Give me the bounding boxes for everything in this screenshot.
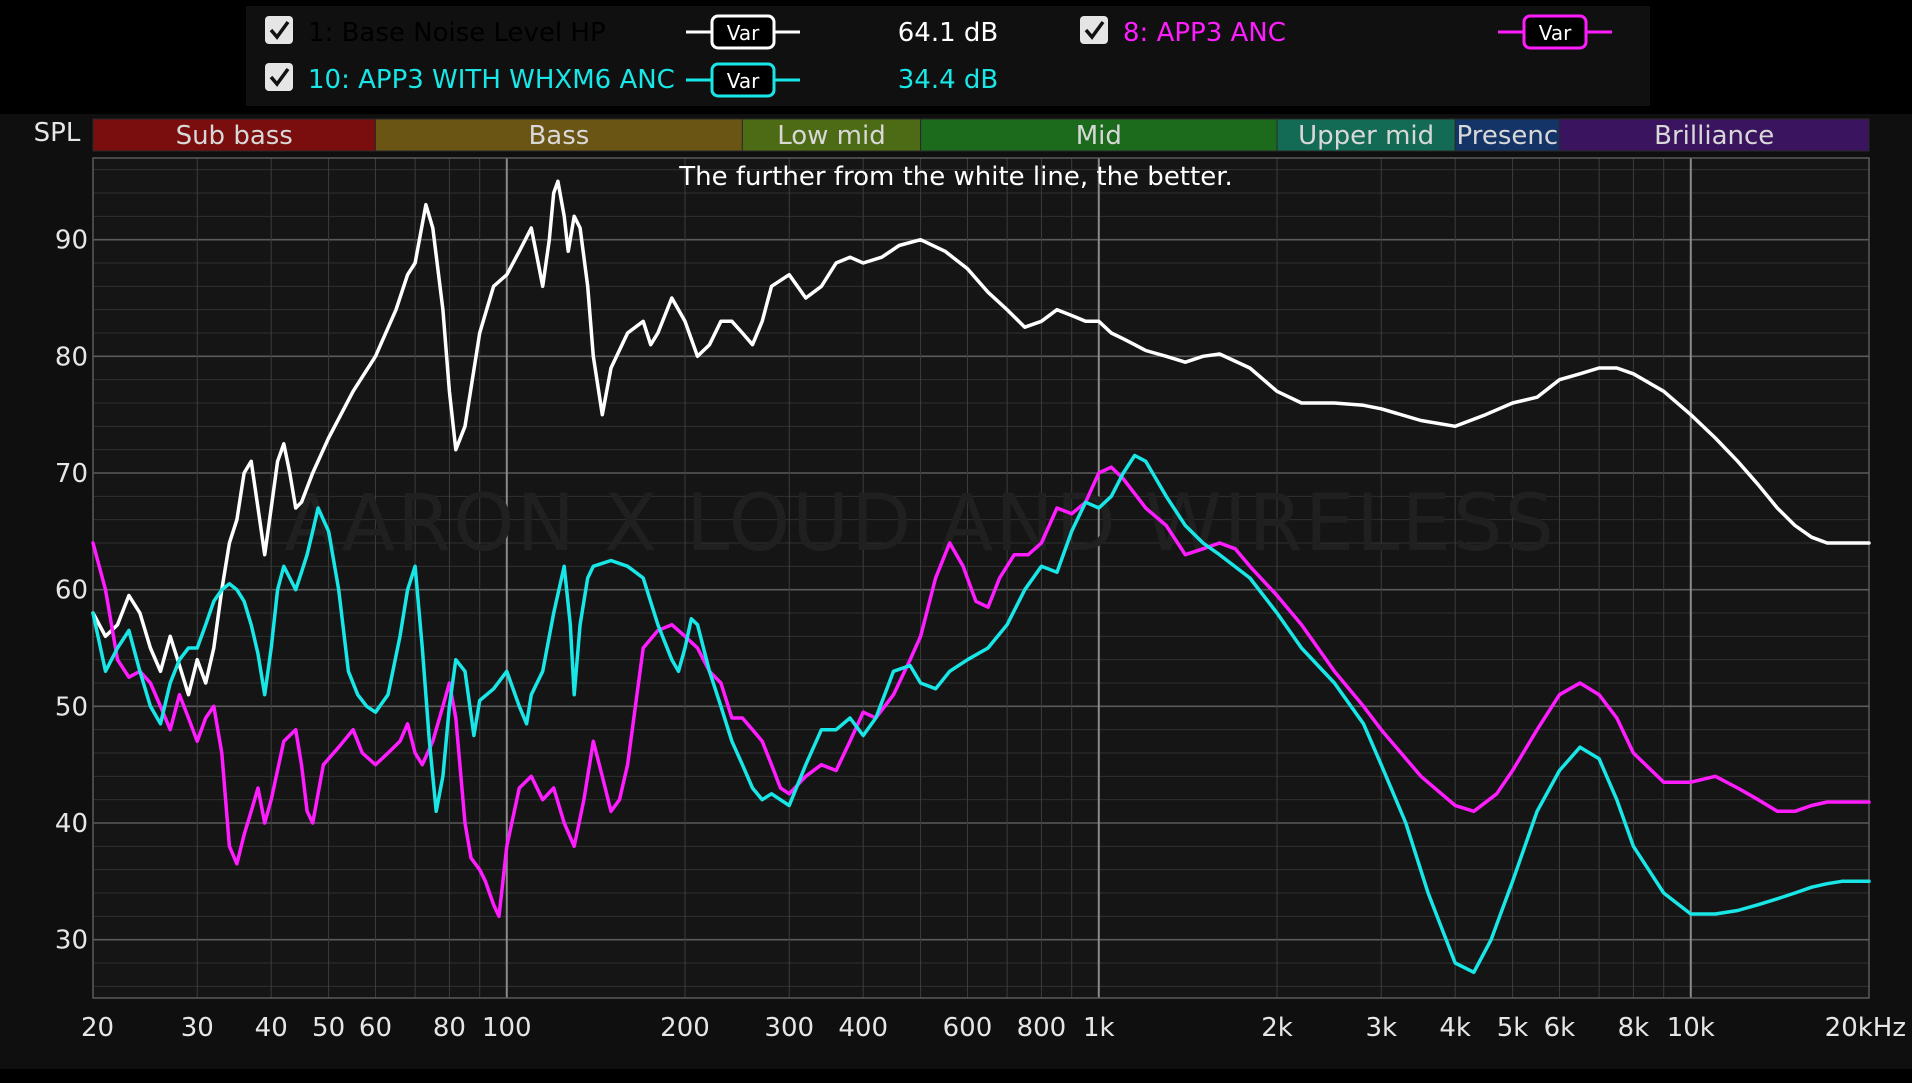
line-style-icon[interactable]: Var <box>1498 14 1612 50</box>
band-label: Brilliance <box>1654 121 1774 151</box>
band-label: Upper mid <box>1298 121 1434 151</box>
x-tick-label: 800 <box>1017 1013 1067 1043</box>
x-tick-label: 1k <box>1083 1013 1115 1043</box>
plot-border <box>92 157 1870 999</box>
checkbox-icon[interactable] <box>265 63 293 91</box>
var-label: Var <box>727 21 760 45</box>
x-tick-label: 20 <box>81 1013 114 1043</box>
band-label: Mid <box>1076 121 1122 151</box>
checkbox-icon[interactable] <box>1080 16 1108 44</box>
legend-label: 8: APP3 ANC <box>1123 18 1286 48</box>
x-tick-label: 20kHz <box>1825 1013 1906 1043</box>
legend-value: 64.1 dB <box>898 18 999 48</box>
x-tick-label: 4k <box>1439 1013 1471 1043</box>
legend-label: 10: APP3 WITH WHXM6 ANC <box>308 65 675 95</box>
x-tick-label: 5k <box>1497 1013 1529 1043</box>
x-tick-label: 6k <box>1544 1013 1576 1043</box>
watermark: AARON X LOUD AND WIRELESS <box>284 479 1556 569</box>
x-tick-label: 300 <box>764 1013 814 1043</box>
legend-panel: 1: Base Noise Level HP Var 64.1 dB 8: AP… <box>246 6 1650 106</box>
y-tick-label: 80 <box>55 342 88 372</box>
var-label: Var <box>1539 21 1572 45</box>
plot-area <box>93 158 1869 998</box>
band-6 <box>1558 118 1870 152</box>
band-5 <box>1454 118 1560 152</box>
x-tick-label: 30 <box>181 1013 214 1043</box>
band-label: Sub bass <box>176 121 293 151</box>
annotation-text: The further from the white line, the bet… <box>678 162 1233 192</box>
x-tick-label: 200 <box>660 1013 710 1043</box>
x-tick-label: 8k <box>1618 1013 1650 1043</box>
series-line-2 <box>91 453 1871 975</box>
line-style-icon[interactable]: Var <box>686 14 800 50</box>
x-tick-label: 3k <box>1365 1013 1397 1043</box>
x-tick-label: 400 <box>838 1013 888 1043</box>
y-tick-labels: 30 40 50 60 70 80 90 <box>55 226 88 956</box>
x-tick-label: 50 <box>312 1013 345 1043</box>
legend-item-app3-whxm6[interactable]: 10: APP3 WITH WHXM6 ANC Var 34.4 dB <box>265 62 999 98</box>
band-label: Presenc <box>1457 121 1559 151</box>
band-label: Bass <box>528 121 589 151</box>
grid-lines <box>92 157 1870 999</box>
x-tick-label: 60 <box>359 1013 392 1043</box>
var-label: Var <box>727 69 760 93</box>
y-tick-label: 40 <box>55 809 88 839</box>
y-tick-label: 90 <box>55 226 88 256</box>
legend-label: 1: Base Noise Level HP <box>308 18 606 48</box>
band-label: Low mid <box>777 121 886 151</box>
y-tick-label: 30 <box>55 926 88 956</box>
band-0 <box>92 118 376 152</box>
y-tick-label: 50 <box>55 692 88 722</box>
series-line-0 <box>91 179 1871 697</box>
series-line-1 <box>91 465 1871 919</box>
y-tick-label: 70 <box>55 459 88 489</box>
band-1 <box>374 118 743 152</box>
frequency-bands: Sub bass Bass Low mid Mid Upper mid Presenc Br… <box>92 118 1870 152</box>
x-tick-label: 600 <box>943 1013 993 1043</box>
legend-item-app3-anc[interactable]: 8: APP3 ANC Var <box>1080 14 1612 50</box>
y-tick-label: 60 <box>55 576 88 606</box>
x-tick-labels: 20 30 40 50 60 80 100 200 300 400 600 800 1k 2k 3k 4k 5k… <box>81 1013 1906 1043</box>
line-style-icon[interactable]: Var <box>686 62 800 98</box>
x-tick-label: 2k <box>1261 1013 1293 1043</box>
legend-item-base-noise[interactable]: 1: Base Noise Level HP Var 64.1 dB <box>265 14 999 50</box>
checkbox-icon[interactable] <box>265 16 293 44</box>
series-lines <box>91 179 1871 975</box>
x-tick-label: 10k <box>1667 1013 1715 1043</box>
x-tick-label: 40 <box>255 1013 288 1043</box>
x-tick-label: 100 <box>482 1013 532 1043</box>
y-axis-label: SPL <box>34 118 81 148</box>
x-tick-label: 80 <box>433 1013 466 1043</box>
legend-value: 34.4 dB <box>898 65 999 95</box>
